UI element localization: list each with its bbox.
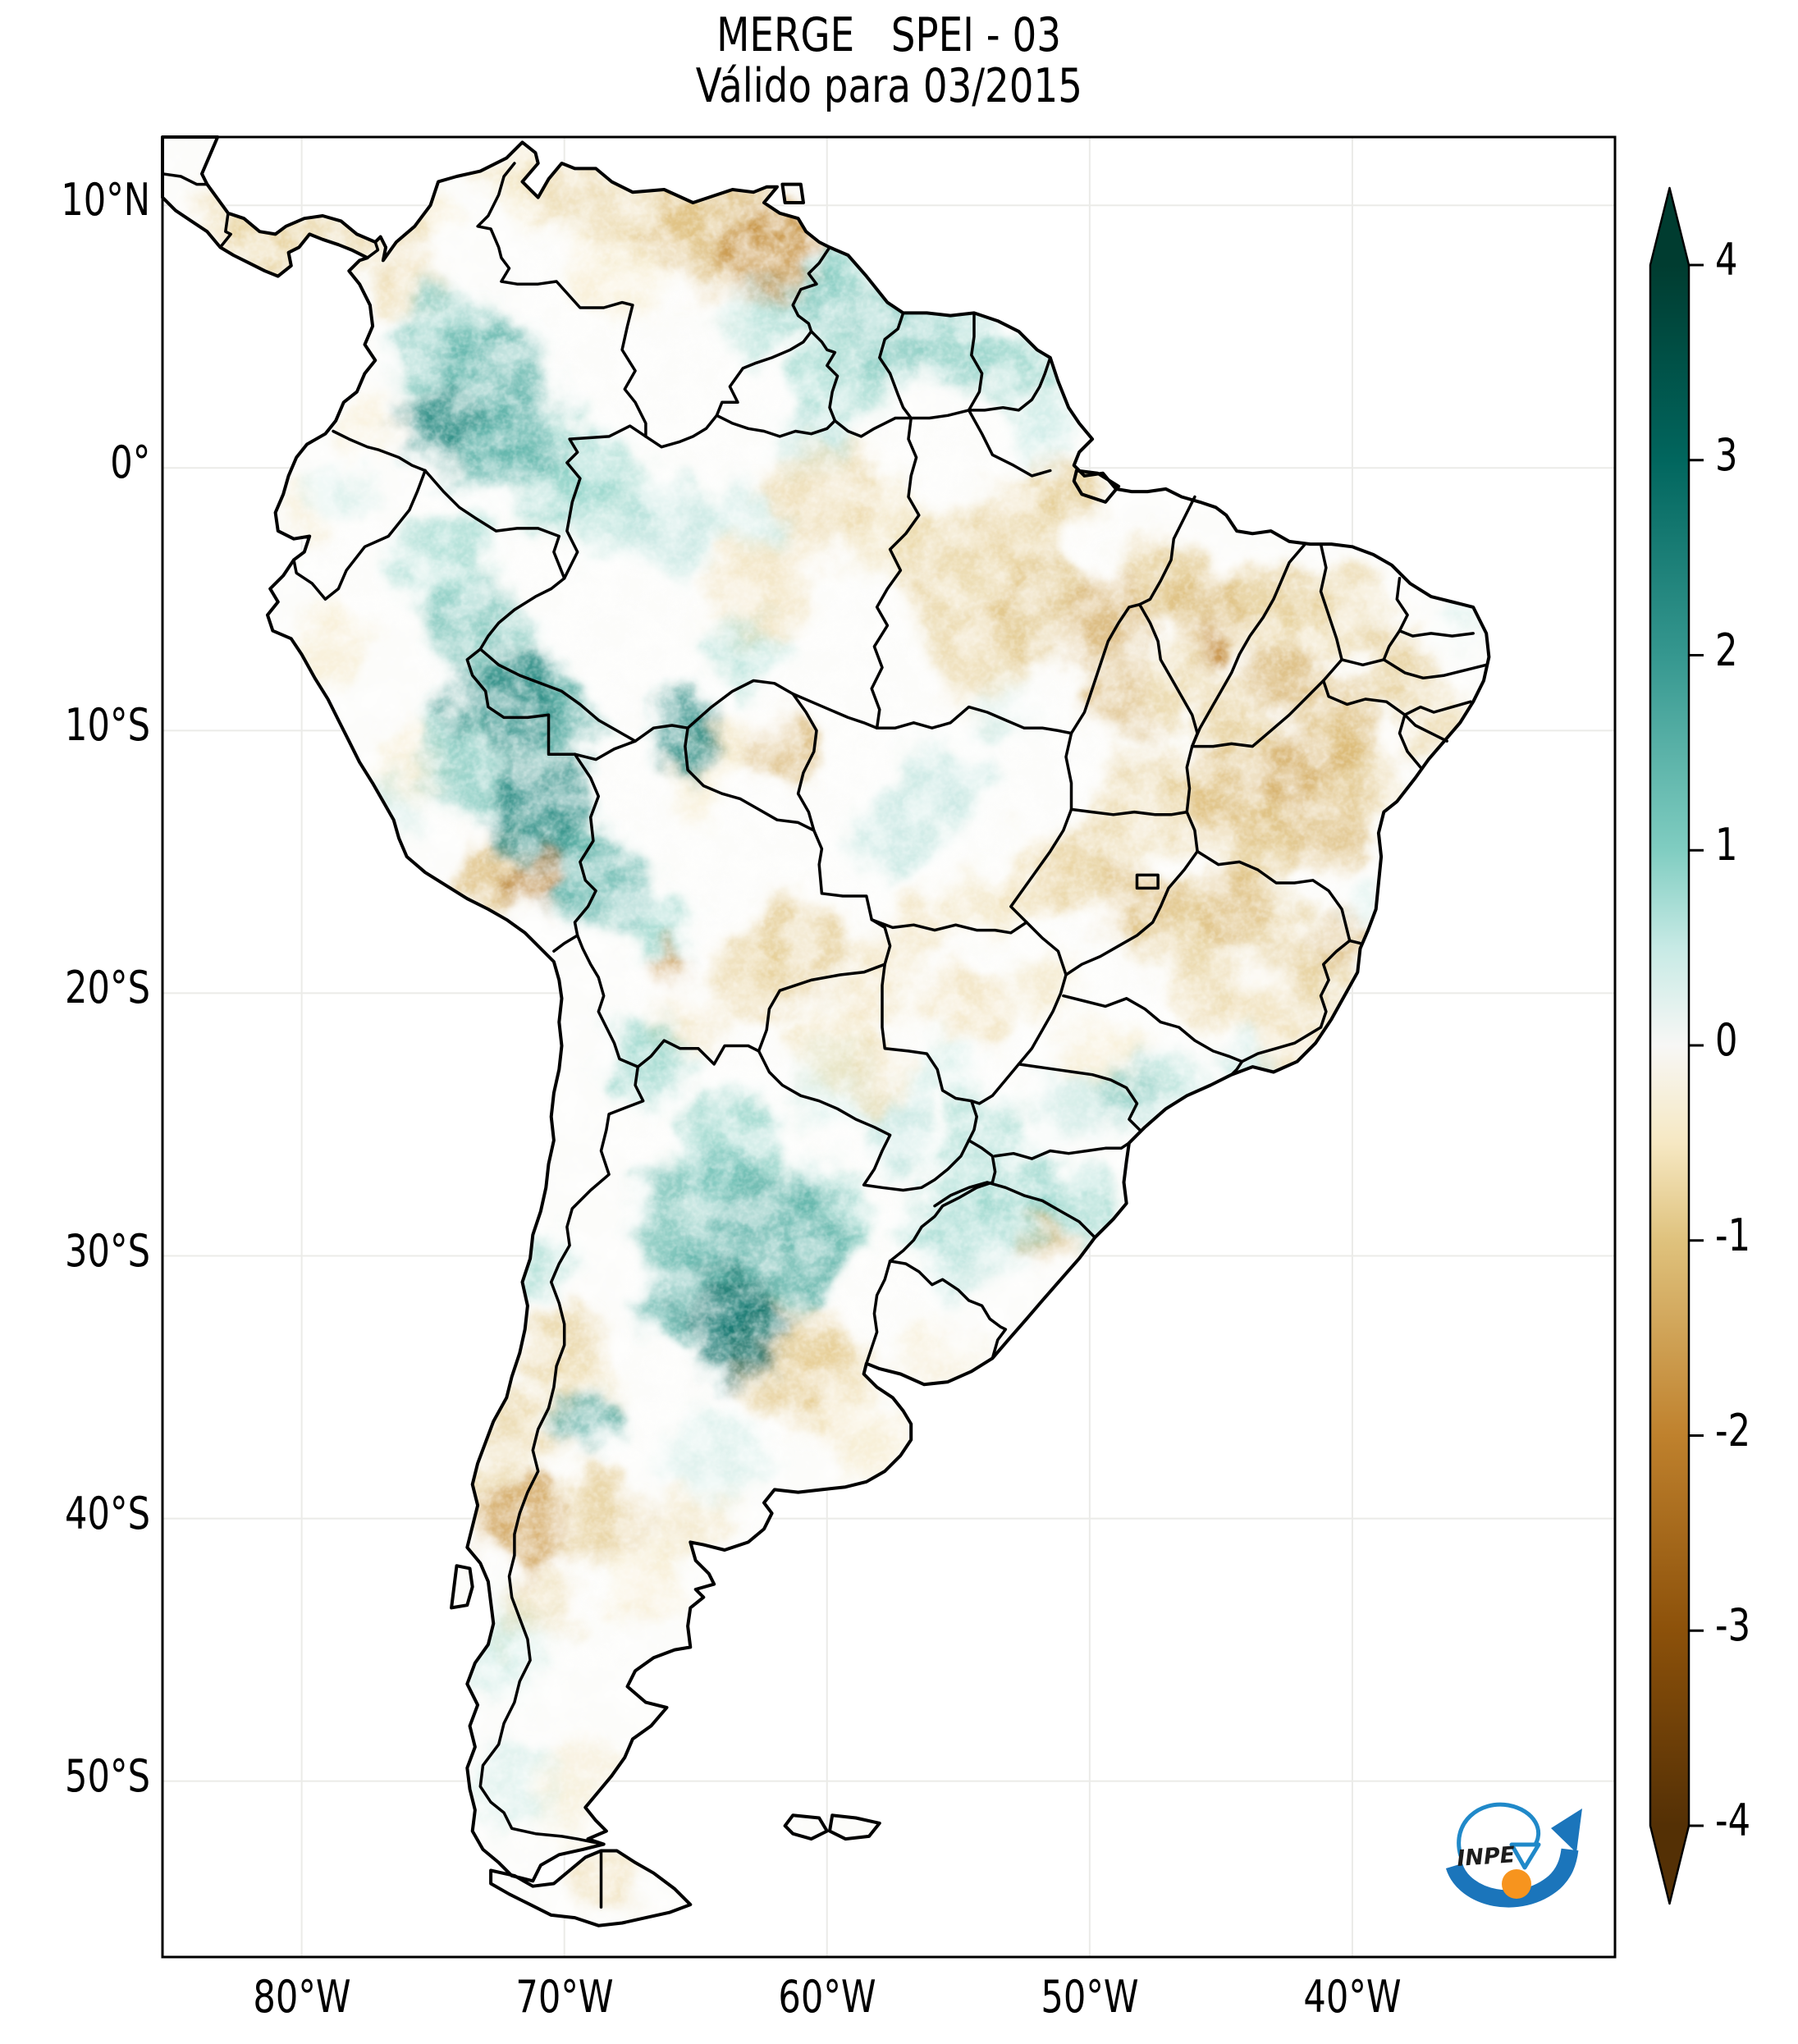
spei-raster-field	[162, 137, 1489, 1926]
country-state-borders	[161, 135, 1491, 1927]
orange-dot-icon	[1502, 1869, 1531, 1899]
y-tick-label: 50°S	[43, 1750, 150, 1802]
colorbar-bar	[1649, 186, 1690, 1905]
colorbar-tick-label: 3	[1715, 429, 1743, 481]
colorbar-tick-label-text: 0	[1715, 1014, 1738, 1066]
spiral-arc-icon	[1457, 1802, 1541, 1857]
x-tick-label-text: 70°W	[515, 1971, 614, 2023]
y-tick-label-text: 10°N	[61, 174, 150, 226]
colorbar-tick-label: 2	[1715, 624, 1743, 676]
swoosh-arrow-icon	[1445, 1848, 1579, 1908]
colorbar	[1649, 186, 1704, 1905]
colorbar-tick-label-text: 4	[1715, 234, 1738, 286]
colorbar-tick-label: -3	[1715, 1599, 1759, 1651]
x-tick-label: 70°W	[503, 1971, 625, 2023]
colorbar-tick-label: -4	[1715, 1795, 1759, 1846]
colorbar-tick-label: -1	[1715, 1209, 1759, 1261]
x-tick-label-text: 50°W	[1041, 1971, 1139, 2023]
x-tick-label: 60°W	[766, 1971, 888, 2023]
chart-title: MERGE SPEI - 03	[162, 11, 1615, 61]
y-tick-label-text: 40°S	[65, 1487, 150, 1539]
x-tick-label-text: 80°W	[252, 1971, 351, 2023]
colorbar-tick-label-text: -4	[1715, 1795, 1751, 1846]
y-tick-label-text: 20°S	[65, 962, 150, 1014]
y-tick-label: 10°N	[39, 174, 150, 226]
chart-title-text: MERGE SPEI - 03	[716, 8, 1061, 62]
inpe-logo-marks: INPE	[1445, 1802, 1582, 1908]
colorbar-tick-label-text: -3	[1715, 1599, 1751, 1652]
colorbar-tick-label-text: -2	[1715, 1404, 1751, 1456]
colorbar-tick-label-text: -1	[1715, 1209, 1751, 1261]
swoosh-arrowhead-icon	[1551, 1809, 1582, 1853]
colorbar-tick-label: 4	[1715, 234, 1743, 286]
colorbar-tick-label: 1	[1715, 819, 1743, 871]
colorbar-tick-label: 0	[1715, 1014, 1743, 1066]
y-tick-label: 40°S	[43, 1488, 150, 1539]
colorbar-tick-label-text: 2	[1715, 624, 1738, 676]
y-tick-label: 30°S	[43, 1225, 150, 1277]
x-tick-label: 80°W	[240, 1971, 363, 2023]
x-tick-label: 40°W	[1291, 1971, 1413, 2023]
map-frame	[161, 135, 1617, 1959]
colorbar-tick-label: -2	[1715, 1405, 1759, 1456]
y-tick-label: 10°S	[43, 699, 150, 751]
y-tick-label-text: 30°S	[65, 1224, 150, 1277]
y-tick-label-text: 0°	[109, 437, 150, 489]
colorbar-tick-label-text: 1	[1715, 819, 1738, 871]
y-tick-label: 20°S	[43, 962, 150, 1013]
spiral-arrowhead-icon	[1509, 1842, 1541, 1870]
inpe-logo-text: INPE	[1456, 1842, 1516, 1872]
x-tick-label-text: 40°W	[1303, 1971, 1402, 2023]
y-tick-label-text: 50°S	[65, 1749, 150, 1802]
chart-subtitle: Válido para 03/2015	[162, 62, 1615, 112]
chart-subtitle-text: Válido para 03/2015	[695, 59, 1082, 113]
colorbar-tick-label-text: 3	[1715, 428, 1738, 481]
inpe-logo: INPE	[1445, 1802, 1582, 1908]
y-tick-label: 0°	[100, 437, 150, 488]
x-tick-label: 50°W	[1028, 1971, 1151, 2023]
x-tick-label-text: 60°W	[778, 1971, 876, 2023]
y-tick-label-text: 10°S	[65, 699, 150, 752]
